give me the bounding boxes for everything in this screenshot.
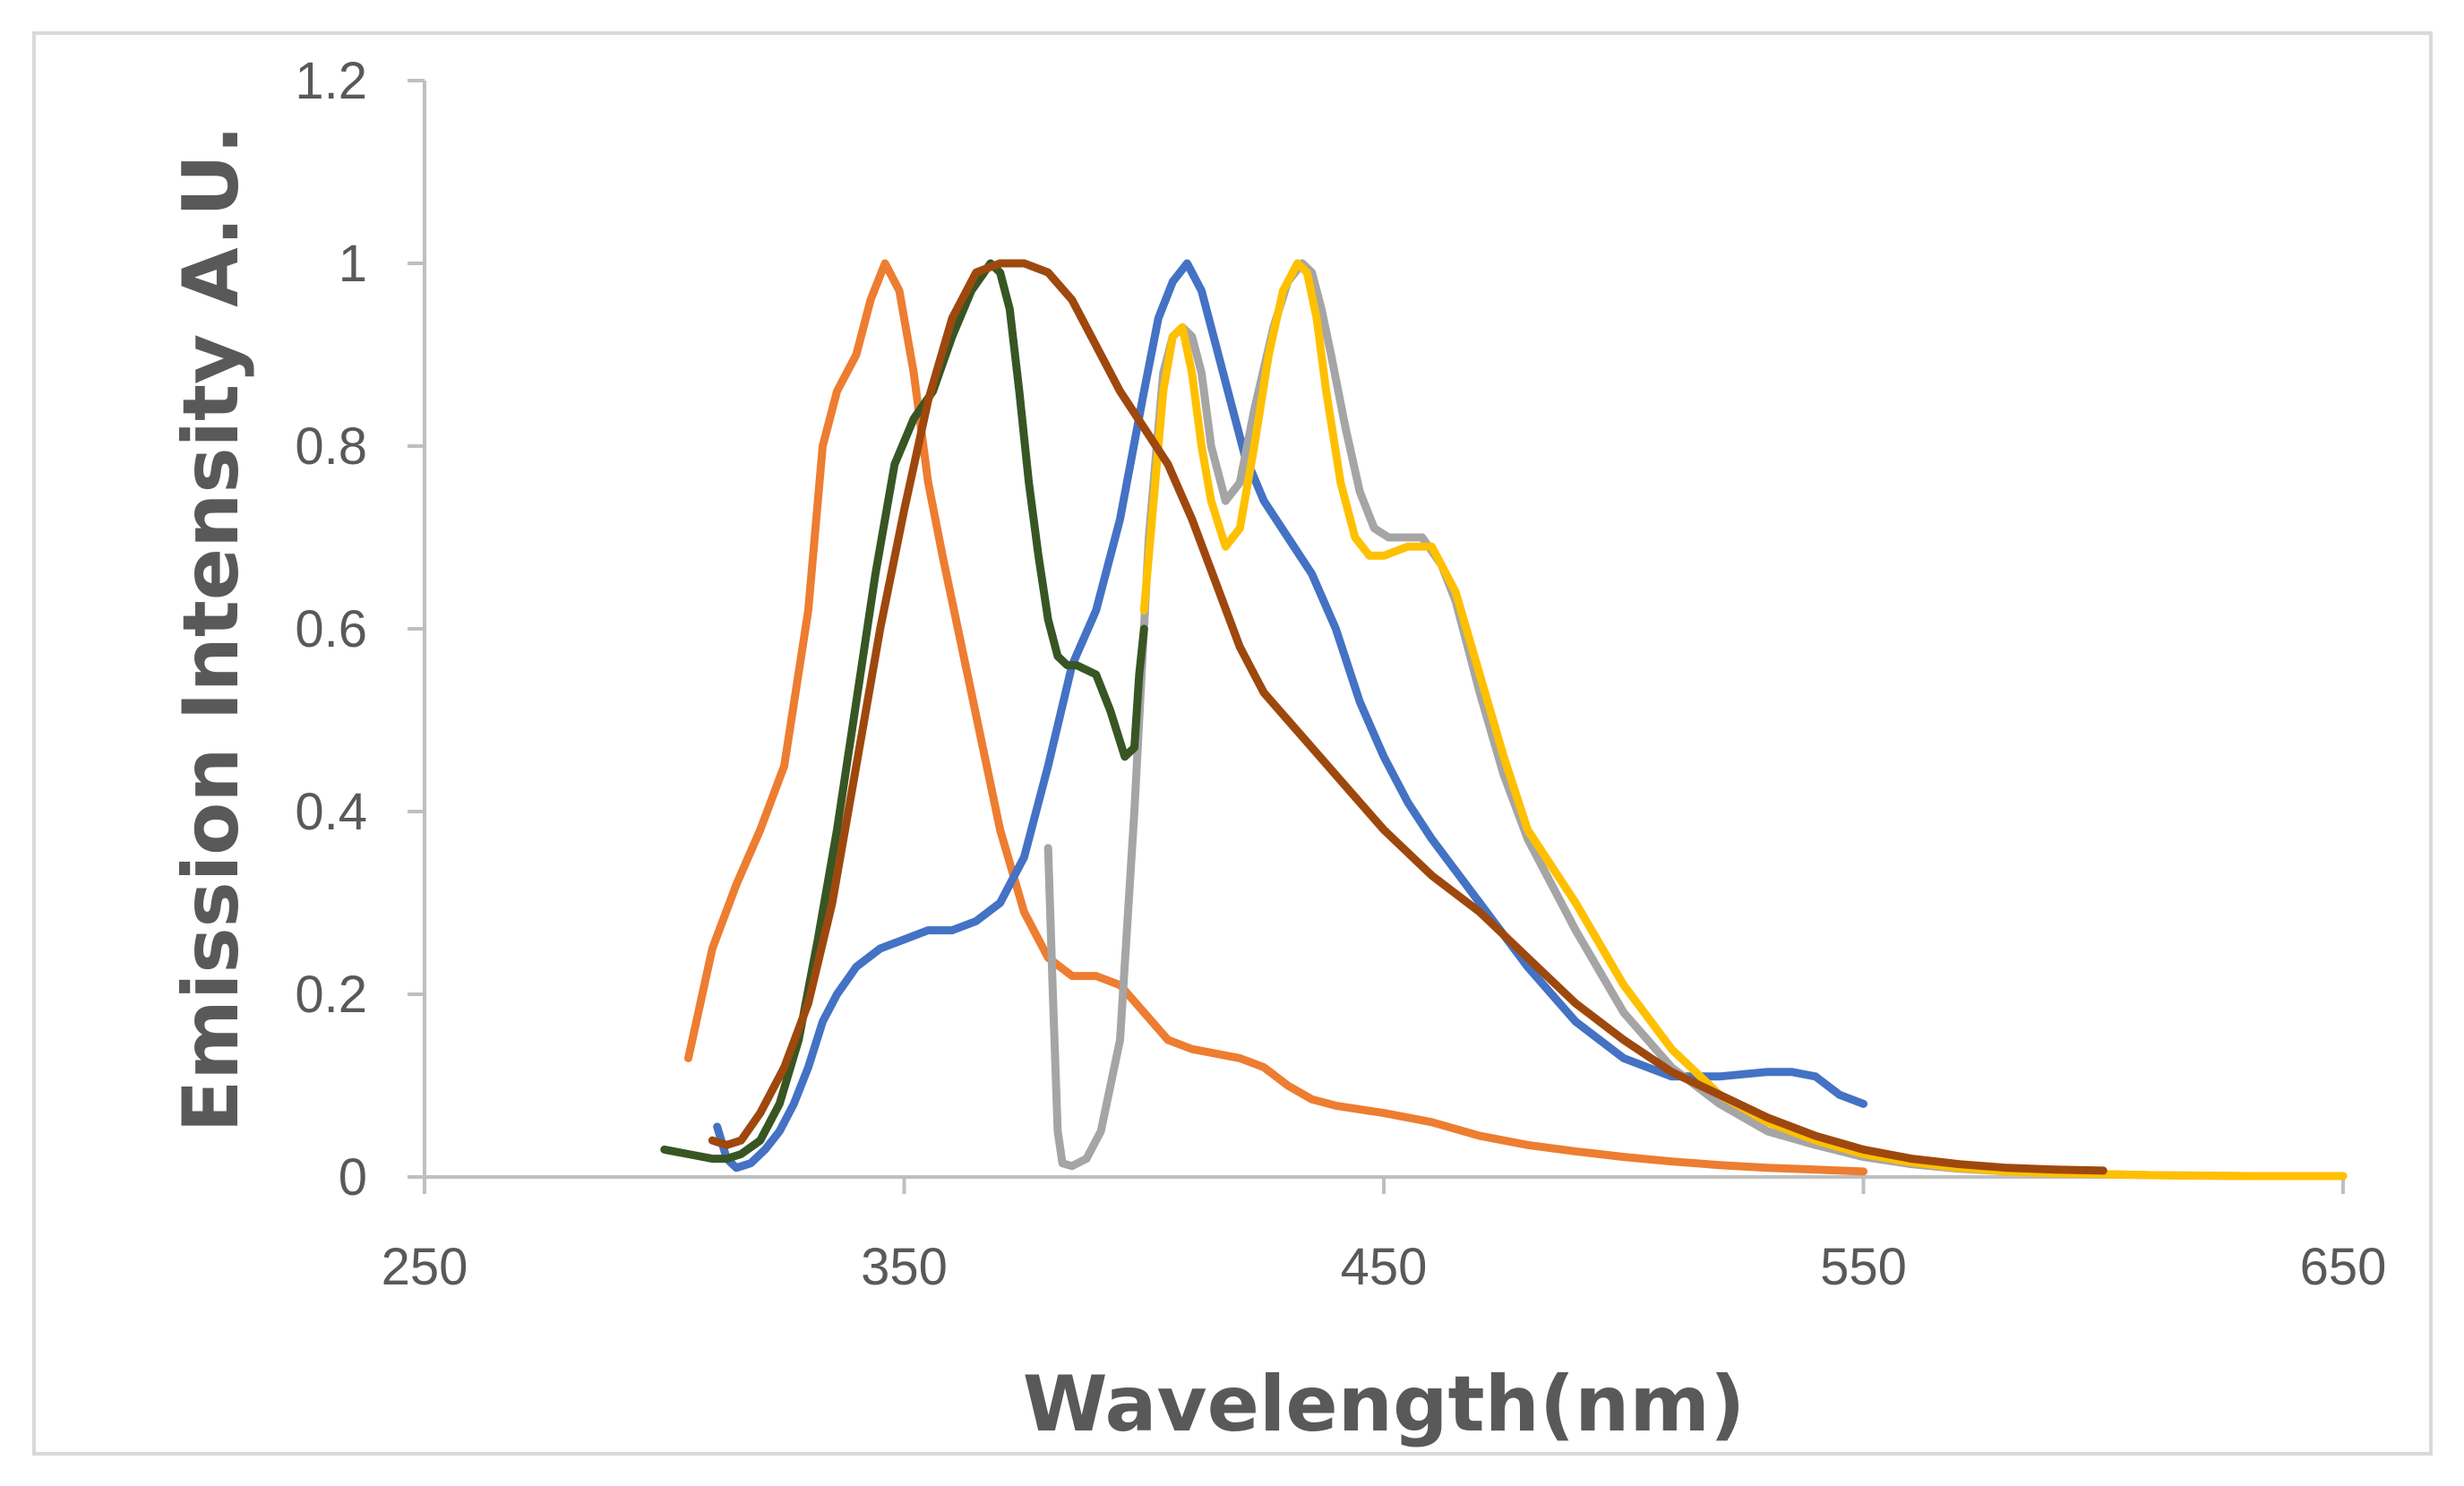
y-axis-title: Emission Intensity A.U. [167, 125, 256, 1133]
y-tick-label: 0.4 [295, 783, 367, 841]
series-line-orange [684, 259, 1867, 1176]
y-tick-label: 0.6 [295, 600, 367, 658]
y-tick-label: 0.2 [295, 966, 367, 1024]
x-tick-label: 350 [861, 1238, 948, 1296]
x-tick-label: 250 [382, 1238, 468, 1296]
ticks-layer: 0 0.2 0.4 0.6 0.8 1 1.2 250 350 450 550 650 [295, 52, 2386, 1296]
x-tick-label: 450 [1341, 1238, 1428, 1296]
series-layer [660, 259, 2348, 1181]
x-tick-label: 650 [2300, 1238, 2387, 1296]
chart-border [32, 31, 2433, 1456]
y-tick-label: 1 [339, 235, 367, 293]
series-line-dark-green [660, 259, 1148, 1164]
y-tick-label: 0 [339, 1148, 367, 1207]
series-line-brown [708, 259, 2108, 1175]
x-axis-title: Wavelength(nm) [1023, 1360, 1746, 1449]
x-tick-label: 550 [1820, 1238, 1907, 1296]
y-tick-label: 1.2 [295, 52, 367, 110]
y-tick-label: 0.8 [295, 417, 367, 476]
series-line-blue [713, 259, 1867, 1172]
